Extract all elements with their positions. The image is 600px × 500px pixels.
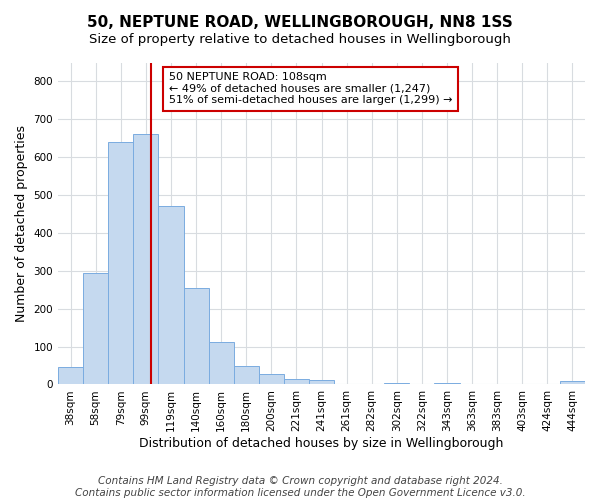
Bar: [209, 342, 233, 384]
Bar: [434, 382, 460, 384]
Bar: [384, 382, 409, 384]
Bar: [108, 142, 133, 384]
X-axis label: Distribution of detached houses by size in Wellingborough: Distribution of detached houses by size …: [139, 437, 504, 450]
Text: 50 NEPTUNE ROAD: 108sqm
← 49% of detached houses are smaller (1,247)
51% of semi: 50 NEPTUNE ROAD: 108sqm ← 49% of detache…: [169, 72, 452, 106]
Text: 50, NEPTUNE ROAD, WELLINGBOROUGH, NN8 1SS: 50, NEPTUNE ROAD, WELLINGBOROUGH, NN8 1S…: [87, 15, 513, 30]
Bar: [284, 379, 309, 384]
Bar: [309, 380, 334, 384]
Bar: [58, 366, 83, 384]
Bar: [233, 366, 259, 384]
Y-axis label: Number of detached properties: Number of detached properties: [15, 125, 28, 322]
Text: Contains HM Land Registry data © Crown copyright and database right 2024.
Contai: Contains HM Land Registry data © Crown c…: [74, 476, 526, 498]
Bar: [184, 288, 209, 384]
Bar: [133, 134, 158, 384]
Bar: [83, 272, 108, 384]
Bar: [560, 382, 585, 384]
Bar: [158, 206, 184, 384]
Text: Size of property relative to detached houses in Wellingborough: Size of property relative to detached ho…: [89, 32, 511, 46]
Bar: [259, 374, 284, 384]
